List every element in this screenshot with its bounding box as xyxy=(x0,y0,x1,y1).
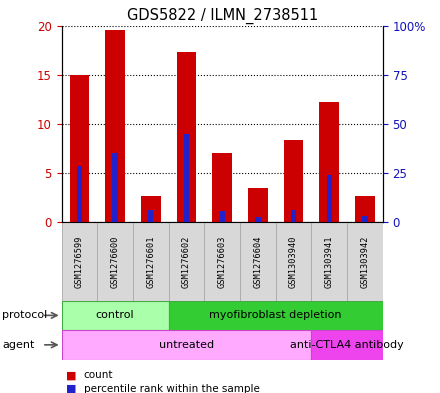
Bar xyxy=(148,210,154,222)
Bar xyxy=(213,153,232,222)
Bar xyxy=(113,153,118,222)
Bar xyxy=(347,222,383,301)
Bar xyxy=(362,216,368,222)
Bar xyxy=(240,222,276,301)
Bar xyxy=(184,134,189,222)
Text: GSM1276599: GSM1276599 xyxy=(75,235,84,288)
Bar xyxy=(276,222,312,301)
Bar xyxy=(319,102,339,222)
Text: GSM1276601: GSM1276601 xyxy=(147,235,155,288)
Text: GSM1303942: GSM1303942 xyxy=(360,235,370,288)
Text: GSM1303940: GSM1303940 xyxy=(289,235,298,288)
Text: GSM1276604: GSM1276604 xyxy=(253,235,262,288)
Bar xyxy=(62,222,97,301)
Bar xyxy=(70,75,89,222)
Bar xyxy=(312,330,383,360)
Text: percentile rank within the sample: percentile rank within the sample xyxy=(84,384,260,393)
Text: anti-CTLA4 antibody: anti-CTLA4 antibody xyxy=(290,340,404,350)
Bar xyxy=(177,52,196,222)
Bar xyxy=(62,301,169,330)
Bar xyxy=(291,210,296,222)
Text: GSM1276603: GSM1276603 xyxy=(218,235,227,288)
Text: count: count xyxy=(84,370,113,380)
Bar xyxy=(141,195,161,222)
Bar xyxy=(169,222,204,301)
Bar xyxy=(62,330,312,360)
Bar xyxy=(255,217,260,222)
Bar xyxy=(284,140,304,222)
Bar xyxy=(220,211,225,222)
Text: ■: ■ xyxy=(66,370,77,380)
Text: control: control xyxy=(96,310,135,320)
Bar xyxy=(312,222,347,301)
Text: protocol: protocol xyxy=(2,310,48,320)
Text: agent: agent xyxy=(2,340,35,350)
Bar xyxy=(355,196,375,222)
Bar xyxy=(77,166,82,222)
Text: ■: ■ xyxy=(66,384,77,393)
Bar xyxy=(326,175,332,222)
Bar xyxy=(248,187,268,222)
Bar xyxy=(169,301,383,330)
Text: myofibroblast depletion: myofibroblast depletion xyxy=(209,310,342,320)
Text: GSM1276602: GSM1276602 xyxy=(182,235,191,288)
Bar xyxy=(133,222,169,301)
Bar xyxy=(97,222,133,301)
Text: GSM1276600: GSM1276600 xyxy=(110,235,120,288)
Text: GSM1303941: GSM1303941 xyxy=(325,235,334,288)
Bar xyxy=(105,30,125,222)
Text: untreated: untreated xyxy=(159,340,214,350)
Bar xyxy=(204,222,240,301)
Title: GDS5822 / ILMN_2738511: GDS5822 / ILMN_2738511 xyxy=(127,8,318,24)
